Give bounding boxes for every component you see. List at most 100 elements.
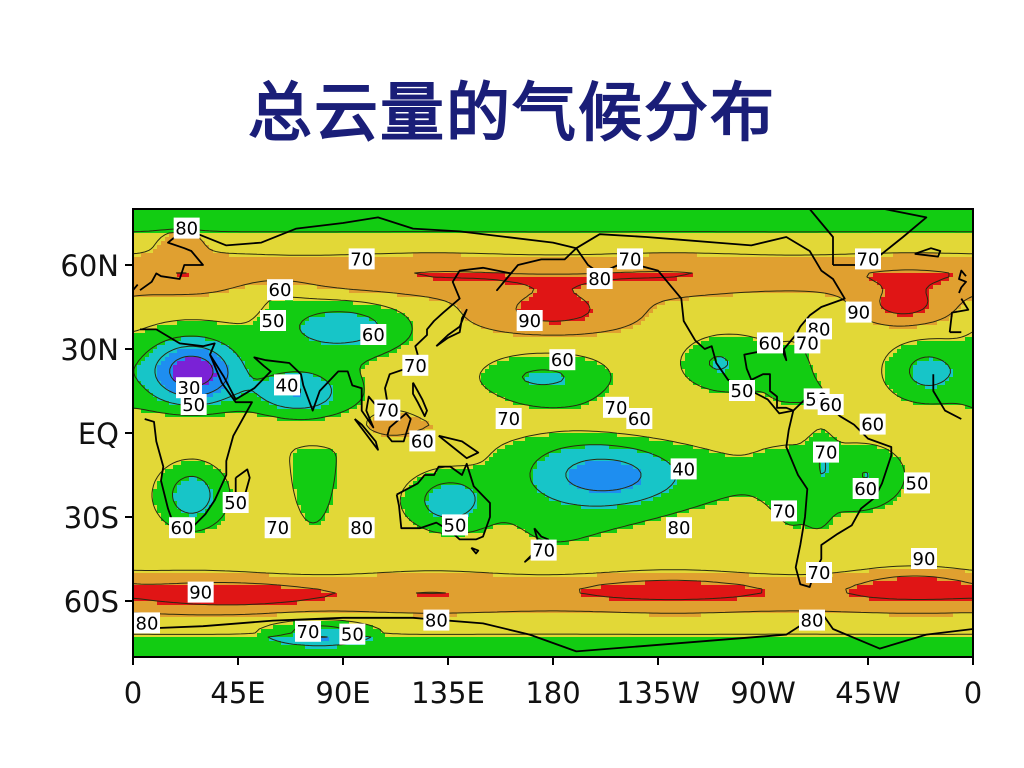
contour-label-text: 60: [551, 350, 574, 371]
lon-tick-label: 135W: [616, 676, 700, 710]
contour-label-text: 60: [269, 280, 292, 301]
contour-label-text: 80: [136, 613, 159, 634]
lat-tick-label: 30N: [60, 333, 119, 367]
contour-label-text: 80: [668, 518, 691, 539]
lon-tick-label: 90E: [315, 676, 370, 710]
contour-label: 90: [516, 310, 543, 332]
contour-label-text: 70: [857, 249, 880, 270]
contour-label: 70: [402, 354, 429, 377]
contour-label: 80: [666, 517, 692, 539]
contour-label: 80: [348, 517, 375, 539]
contour-label-text: 50: [182, 395, 205, 416]
contour-label: 40: [670, 458, 697, 480]
contour-label: 70: [530, 539, 557, 562]
contour-label-text: 90: [913, 549, 936, 570]
contour-label: 70: [813, 441, 839, 464]
contour-label: 50: [442, 514, 468, 536]
contour-label: 60: [626, 408, 653, 430]
contour-label: 60: [757, 332, 783, 354]
latitude-axis: 60N 30N EQ 30S 60S: [60, 249, 133, 619]
contour-label: 80: [134, 612, 160, 634]
contour-label: 70: [264, 517, 291, 539]
contour-label-text: 80: [801, 611, 824, 632]
lon-tick-label: 90W: [730, 676, 796, 710]
contour-label: 60: [852, 478, 879, 500]
contour-label-text: 70: [497, 409, 520, 430]
contour-label: 70: [495, 408, 522, 430]
contour-label: 80: [173, 217, 200, 240]
contour-label: 50: [222, 492, 249, 514]
contour-label-text: 60: [411, 431, 434, 452]
contour-label: 50: [180, 394, 207, 416]
lon-tick-label: 0: [124, 676, 142, 710]
coastlines: [133, 209, 973, 653]
lon-tick-label: 180: [525, 676, 580, 710]
contour-label-text: 50: [341, 625, 364, 646]
contour-label: 50: [729, 380, 755, 402]
contour-label-text: 50: [731, 381, 754, 402]
contour-label-text: 40: [276, 375, 299, 396]
contour-label: 60: [169, 517, 195, 539]
contour-label: 70: [794, 332, 821, 354]
contour-label: 30: [176, 377, 202, 399]
contour-label-text: 80: [350, 518, 373, 539]
contour-label-text: 50: [906, 473, 929, 494]
contour-label-text: 70: [350, 249, 373, 270]
contour-label-text: 60: [759, 333, 782, 354]
contour-label: 70: [295, 620, 321, 643]
contour-label: 70: [603, 396, 629, 419]
contour-label-text: 60: [854, 479, 877, 500]
contour-label: 90: [187, 581, 214, 604]
contour-label-text: 70: [808, 563, 831, 584]
contour-label-text: 70: [815, 443, 838, 464]
contour-label-text: 60: [362, 325, 385, 346]
contour-label: 70: [855, 248, 881, 270]
contour-label-text: 70: [376, 401, 399, 422]
contour-label-text: 90: [189, 583, 212, 604]
contour-label-text: 30: [178, 378, 201, 399]
contour-label: 60: [409, 430, 436, 452]
lon-tick-label: 0: [964, 676, 982, 710]
contour-label: 80: [799, 609, 825, 632]
contour-label: 80: [423, 609, 450, 632]
contour-label: 70: [806, 562, 832, 584]
contour-label-text: 70: [404, 356, 427, 377]
contour-label-text: 60: [628, 409, 651, 430]
lon-tick-label: 45W: [835, 676, 901, 710]
contour-label: 50: [260, 310, 286, 332]
contour-label: 60: [360, 324, 387, 346]
contour-label-text: 50: [224, 493, 247, 514]
contour-label: 60: [859, 413, 886, 436]
contour-label: 70: [348, 248, 375, 270]
contour-label-text: 70: [532, 541, 555, 562]
contour-label: 60: [267, 279, 293, 301]
lon-tick-label: 135E: [411, 676, 485, 710]
contour-label: 90: [911, 548, 937, 570]
contour-label: 70: [771, 500, 797, 522]
contour-label-text: 70: [773, 501, 796, 522]
lat-tick-label: EQ: [78, 417, 119, 451]
contour-label-text: 90: [847, 303, 870, 324]
contour-label-text: 40: [672, 459, 695, 480]
contour-label-text: 60: [819, 395, 842, 416]
contour-label-text: 70: [297, 622, 320, 643]
contour-label: 50: [904, 472, 930, 494]
contour-label: 90: [845, 301, 872, 324]
contour-label: 60: [549, 349, 576, 371]
longitude-axis: 0 45E 90E 135E 180 135W 90W 45W 0: [124, 657, 982, 710]
lat-tick-label: 30S: [64, 501, 119, 535]
slide-title: 总云量的气候分布: [248, 76, 776, 151]
contour-label-text: 90: [518, 311, 541, 332]
contour-label: 50: [339, 623, 366, 646]
cloud-fraction-fill: [133, 209, 973, 657]
contour-label-text: 50: [444, 515, 467, 536]
contour-label-text: 60: [171, 518, 194, 539]
lat-tick-label: 60S: [64, 585, 119, 619]
contour-label: 60: [817, 394, 844, 416]
contour-label-text: 70: [266, 518, 289, 539]
contour-label-text: 80: [425, 611, 448, 632]
contour-label-text: 80: [175, 219, 198, 240]
contour-label-text: 80: [588, 269, 611, 290]
